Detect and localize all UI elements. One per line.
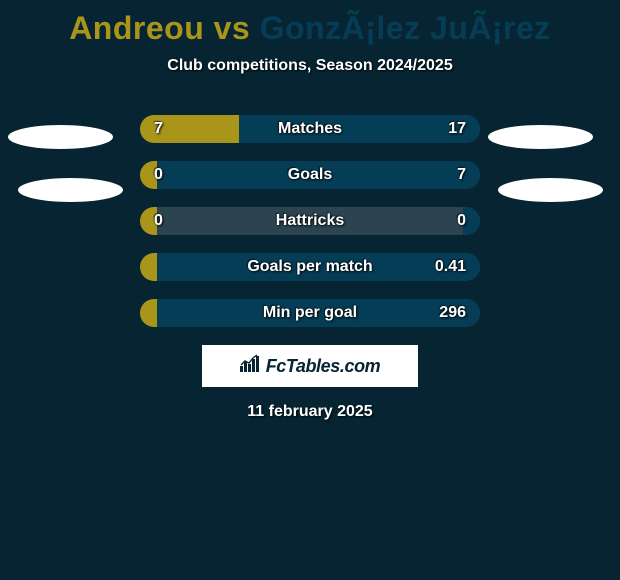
title-right: GonzÃ¡lez JuÃ¡rez — [260, 10, 551, 46]
stat-row: 296 Min per goal — [140, 299, 480, 327]
stat-label: Goals — [288, 166, 332, 184]
stat-value-right: 0.41 — [435, 258, 466, 276]
stat-value-right: 296 — [439, 304, 466, 322]
stat-value-left: 7 — [154, 120, 163, 138]
bar-chart-icon — [240, 354, 262, 379]
photo-pill — [488, 125, 593, 149]
stat-row: 0 7 Goals — [140, 161, 480, 189]
page-title: Andreou vs GonzÃ¡lez JuÃ¡rez — [0, 0, 620, 47]
stat-value-left: 0 — [154, 212, 163, 230]
logo-box: FcTables.com — [202, 345, 418, 387]
subtitle: Club competitions, Season 2024/2025 — [0, 57, 620, 75]
stat-value-right: 17 — [448, 120, 466, 138]
date-label: 11 february 2025 — [0, 403, 620, 421]
bar-left-fill — [140, 253, 157, 281]
stat-row: 7 17 Matches — [140, 115, 480, 143]
photo-pill — [8, 125, 113, 149]
bar-left-fill — [140, 299, 157, 327]
photo-pill — [18, 178, 123, 202]
logo-text: FcTables.com — [266, 356, 381, 377]
stat-label: Hattricks — [276, 212, 344, 230]
title-left: Andreou — [69, 10, 204, 46]
stat-label: Goals per match — [247, 258, 372, 276]
title-vs: vs — [214, 10, 260, 46]
stat-row: 0.41 Goals per match — [140, 253, 480, 281]
stat-value-right: 0 — [457, 212, 466, 230]
stat-value-left: 0 — [154, 166, 163, 184]
bar-right-fill — [239, 115, 480, 143]
stat-label: Min per goal — [263, 304, 357, 322]
infographic-root: Andreou vs GonzÃ¡lez JuÃ¡rez Club compet… — [0, 0, 620, 580]
photo-pill — [498, 178, 603, 202]
stat-value-right: 7 — [457, 166, 466, 184]
stat-label: Matches — [278, 120, 342, 138]
stat-row: 0 0 Hattricks — [140, 207, 480, 235]
